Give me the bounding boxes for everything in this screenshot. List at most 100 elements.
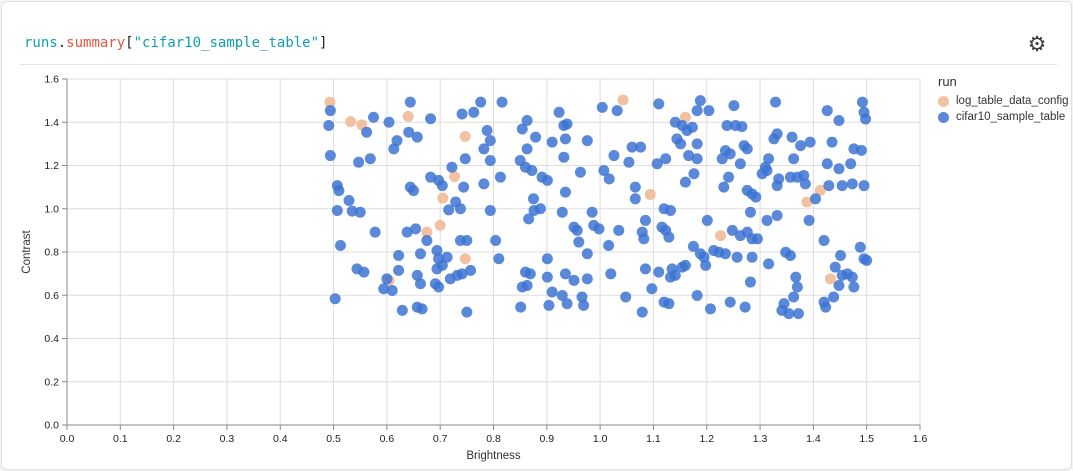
legend-item[interactable]: cifar10_sample_table [938, 111, 1071, 123]
data-point [521, 143, 533, 155]
data-point [763, 153, 775, 165]
data-point [801, 196, 813, 208]
data-point [719, 248, 731, 260]
data-point [698, 251, 710, 263]
x-tick-label: 0.5 [326, 433, 341, 445]
data-point [524, 268, 536, 280]
data-point [581, 248, 593, 260]
data-point [556, 289, 568, 301]
gear-icon[interactable]: ⚙ [1025, 33, 1049, 57]
data-point [691, 105, 703, 117]
data-point [829, 261, 841, 273]
data-point [635, 141, 647, 153]
data-point [691, 153, 703, 165]
data-point [521, 115, 533, 127]
data-point [593, 223, 605, 235]
legend-swatch-icon [938, 95, 949, 107]
data-point [824, 273, 836, 285]
data-point [675, 138, 687, 150]
data-point [691, 138, 703, 150]
data-point [669, 269, 681, 281]
legend: run log_table_data_config cifar10_sample_… [938, 74, 1071, 127]
data-point [823, 180, 835, 192]
data-point [646, 283, 658, 295]
data-point [343, 195, 355, 207]
data-point [651, 158, 663, 170]
data-point [568, 274, 580, 286]
data-point [386, 284, 398, 296]
x-tick-label: 0.3 [220, 433, 235, 445]
data-point [454, 203, 466, 215]
y-tick-label: 0.0 [44, 420, 59, 432]
data-point [490, 235, 502, 247]
data-point [848, 281, 860, 293]
y-tick-label: 0.8 [44, 247, 59, 259]
data-point [478, 143, 490, 155]
data-point [494, 171, 506, 183]
data-point [484, 135, 496, 147]
data-point [608, 150, 620, 162]
y-tick-label: 0.2 [44, 376, 59, 388]
legend-item[interactable]: log_table_data_config [938, 95, 1071, 107]
data-point [653, 98, 665, 110]
panel-title-part: "cifar10_sample_table" [133, 35, 320, 51]
data-point [715, 230, 727, 242]
data-point [431, 263, 443, 275]
data-point [623, 156, 635, 168]
legend-swatch-icon [938, 111, 949, 123]
data-point [798, 169, 810, 181]
data-point [846, 178, 858, 190]
data-point [744, 276, 756, 288]
data-point [468, 106, 480, 118]
data-point [700, 259, 712, 271]
data-point [559, 186, 571, 198]
data-point [443, 204, 455, 216]
panel-title-part: summary [66, 35, 126, 51]
data-point [746, 251, 758, 263]
x-tick-label: 0.1 [113, 433, 128, 445]
data-point [546, 286, 558, 298]
data-point [408, 185, 420, 197]
data-point [456, 268, 468, 280]
y-tick-label: 1.2 [44, 160, 59, 172]
data-point [836, 180, 848, 192]
data-point [411, 269, 423, 281]
data-point [810, 193, 822, 205]
data-point [437, 192, 449, 204]
data-point [718, 181, 730, 193]
data-point [516, 123, 528, 135]
data-point [855, 144, 867, 156]
data-point [744, 206, 756, 218]
data-point [792, 308, 804, 320]
data-point [559, 268, 571, 280]
data-point [736, 121, 748, 133]
data-point [716, 153, 728, 165]
data-point [663, 231, 675, 243]
data-point [761, 214, 773, 226]
data-point [396, 304, 408, 316]
data-point [459, 153, 471, 165]
data-point [388, 143, 400, 155]
data-point [421, 235, 433, 247]
data-point [664, 204, 676, 216]
data-point [393, 264, 405, 276]
data-point [324, 150, 336, 162]
data-point [402, 110, 414, 122]
data-point [788, 291, 800, 303]
data-point [704, 303, 716, 315]
data-point [521, 280, 533, 292]
data-point [411, 131, 423, 143]
data-point [701, 214, 713, 226]
data-point [354, 206, 366, 218]
data-point [559, 133, 571, 145]
x-tick-label: 0.7 [433, 433, 448, 445]
legend-label: log_table_data_config [956, 95, 1069, 107]
data-point [558, 151, 570, 163]
data-point [496, 96, 508, 108]
data-point [541, 253, 553, 265]
scatter-plot[interactable]: 0.0 0.1 0.2 0.3 0.4 0.5 0.6 0.7 0.8 0.9 1.0 1.1 1.2 1… [2, 65, 1072, 470]
data-point [493, 253, 505, 265]
data-point [835, 249, 847, 261]
data-point [434, 219, 446, 231]
data-point [828, 291, 840, 303]
